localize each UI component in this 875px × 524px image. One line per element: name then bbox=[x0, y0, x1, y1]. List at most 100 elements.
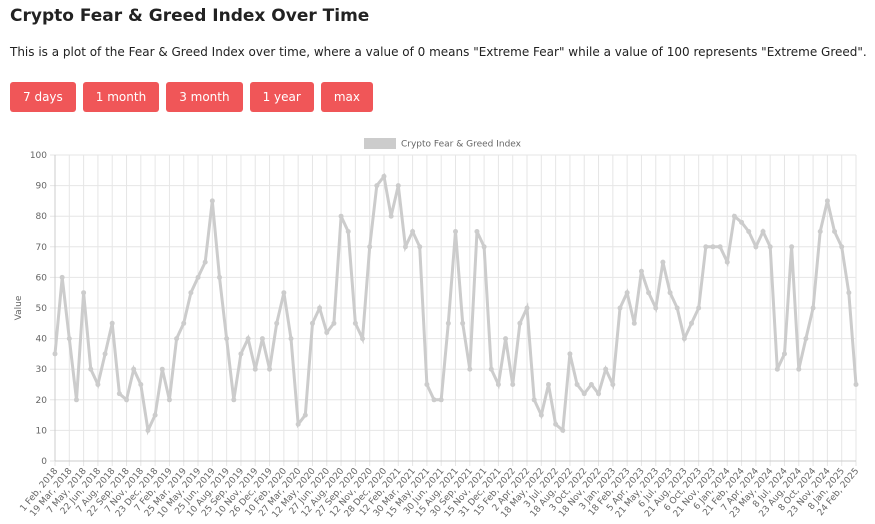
range-button[interactable]: 1 month bbox=[82, 82, 160, 112]
data-point bbox=[588, 382, 594, 387]
data-point bbox=[295, 421, 301, 427]
legend-label: Crypto Fear & Greed Index bbox=[401, 140, 522, 150]
data-point bbox=[138, 382, 144, 387]
data-point bbox=[231, 397, 237, 403]
data-point bbox=[824, 198, 830, 204]
data-point bbox=[216, 274, 222, 280]
range-buttons: 7 days 1 month 3 month 1 year max bbox=[10, 82, 373, 112]
data-point bbox=[560, 427, 566, 433]
data-point bbox=[145, 427, 151, 433]
data-point bbox=[603, 366, 609, 372]
data-point bbox=[317, 305, 323, 311]
y-tick-label: 0 bbox=[41, 457, 47, 467]
data-point bbox=[503, 336, 509, 342]
data-point bbox=[402, 244, 408, 250]
chart: Crypto Fear & Greed Index Value 0 10 20 30 40 5… bbox=[14, 138, 861, 520]
data-point bbox=[59, 274, 65, 280]
data-point bbox=[102, 351, 108, 357]
data-point bbox=[774, 366, 780, 372]
data-point bbox=[445, 320, 451, 326]
data-point bbox=[545, 382, 551, 387]
data-point bbox=[388, 213, 394, 219]
data-point bbox=[767, 244, 773, 250]
data-point bbox=[553, 421, 559, 427]
data-point bbox=[374, 183, 380, 189]
data-point bbox=[281, 290, 287, 296]
data-point bbox=[202, 259, 208, 265]
data-point bbox=[653, 305, 659, 311]
data-point bbox=[488, 366, 494, 372]
data-point bbox=[166, 397, 172, 403]
data-point bbox=[674, 305, 680, 311]
data-point bbox=[646, 290, 652, 296]
data-point bbox=[746, 229, 752, 234]
data-point bbox=[417, 244, 423, 250]
range-button[interactable]: max bbox=[320, 82, 373, 112]
data-point bbox=[345, 229, 351, 234]
data-point bbox=[753, 244, 759, 250]
data-point bbox=[245, 336, 251, 342]
data-point bbox=[574, 382, 580, 387]
data-point bbox=[538, 412, 544, 418]
data-point bbox=[596, 391, 602, 397]
range-button[interactable]: 1 year bbox=[249, 82, 314, 112]
data-point bbox=[739, 219, 745, 225]
data-point bbox=[73, 397, 79, 403]
data-point bbox=[717, 244, 723, 250]
data-point bbox=[453, 229, 458, 234]
y-tick-label: 30 bbox=[36, 365, 48, 375]
data-point bbox=[338, 213, 344, 219]
data-point bbox=[638, 268, 644, 274]
data-point bbox=[438, 397, 444, 403]
data-point bbox=[367, 244, 373, 250]
data-point bbox=[696, 305, 702, 311]
range-button[interactable]: 3 month bbox=[166, 82, 243, 112]
data-point bbox=[660, 259, 666, 265]
data-point bbox=[381, 173, 387, 179]
y-tick-label: 20 bbox=[36, 396, 48, 406]
data-point bbox=[95, 382, 101, 387]
data-point bbox=[667, 290, 673, 296]
data-point bbox=[159, 366, 165, 372]
data-point bbox=[839, 244, 845, 250]
y-tick-label: 100 bbox=[30, 151, 47, 161]
data-point bbox=[274, 320, 280, 326]
range-button[interactable]: 7 days bbox=[10, 82, 76, 112]
data-point bbox=[267, 366, 273, 372]
data-point bbox=[703, 244, 709, 250]
data-point bbox=[517, 320, 523, 326]
data-point bbox=[252, 366, 258, 372]
data-point bbox=[689, 320, 695, 326]
data-point bbox=[395, 183, 401, 189]
data-point bbox=[81, 290, 87, 296]
data-point bbox=[124, 397, 130, 403]
data-point bbox=[360, 336, 366, 342]
data-point bbox=[789, 244, 795, 250]
data-point bbox=[352, 320, 358, 326]
data-point bbox=[410, 229, 416, 234]
data-point bbox=[474, 229, 480, 234]
data-point bbox=[331, 320, 337, 326]
data-point bbox=[424, 382, 430, 387]
data-point bbox=[131, 366, 137, 372]
data-point bbox=[188, 290, 194, 296]
data-point bbox=[431, 397, 437, 403]
data-point bbox=[259, 336, 265, 342]
data-point bbox=[460, 320, 466, 326]
data-point bbox=[731, 213, 737, 219]
data-point bbox=[88, 366, 94, 372]
data-point bbox=[524, 305, 530, 311]
y-tick-label: 60 bbox=[36, 273, 48, 283]
description: This is a plot of the Fear & Greed Index… bbox=[10, 45, 867, 59]
data-point bbox=[846, 290, 852, 296]
data-point bbox=[724, 259, 730, 265]
data-point bbox=[681, 336, 687, 342]
data-point bbox=[796, 366, 802, 372]
data-point bbox=[238, 351, 244, 357]
data-point bbox=[617, 305, 623, 311]
y-tick-label: 80 bbox=[36, 212, 48, 222]
data-point bbox=[181, 320, 187, 326]
y-tick-label: 70 bbox=[36, 243, 48, 253]
page-title: Crypto Fear & Greed Index Over Time bbox=[10, 6, 370, 26]
